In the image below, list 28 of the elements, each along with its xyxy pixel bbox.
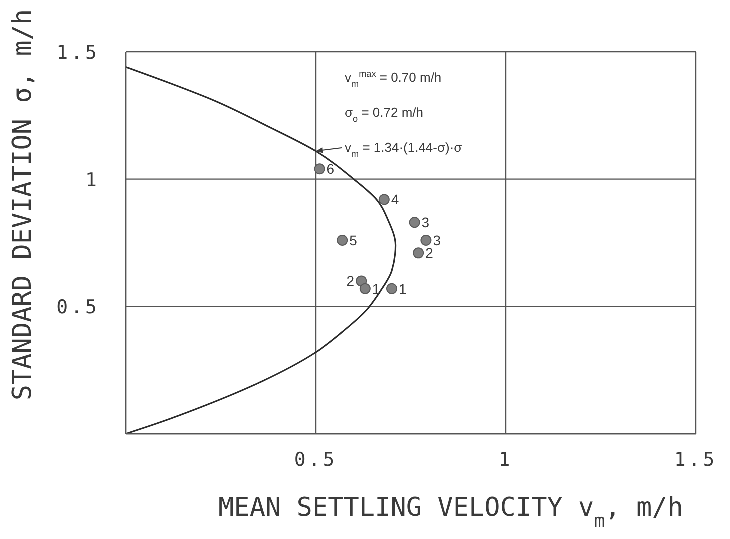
annotation: v$_{m}$$^{max}$ = 0.70 m/h <box>345 69 442 89</box>
y-axis-title: STANDARD DEVIATION σ, m/h <box>8 9 38 401</box>
annotation: 2 <box>426 245 434 262</box>
annotation: 6 <box>326 161 335 178</box>
point <box>360 283 371 294</box>
point <box>378 194 390 206</box>
annotation: σ$_{o}$ = 0.72 m/h <box>345 105 424 124</box>
annotation: 5 <box>350 232 358 248</box>
annotation: 3 <box>433 232 442 248</box>
annotation: 4 <box>391 192 400 208</box>
point <box>337 234 348 246</box>
x-axis-title: MEAN SETTLING VELOCITY v$_{m}$, m/h <box>218 493 684 532</box>
y-tick-label: 1 <box>86 169 100 192</box>
y-tick-label: 0.5 <box>56 296 100 319</box>
x-tick-label: 1.5 <box>674 449 718 471</box>
annotation: 1 <box>399 280 407 297</box>
annotation: 1 <box>372 280 380 297</box>
x-tick-label: 0.5 <box>294 449 338 471</box>
point <box>409 217 420 228</box>
point <box>314 164 326 175</box>
annotation: v$_{m}$ = 1.34·(1.44-σ)·σ <box>345 140 462 159</box>
y-tick-label: 1.5 <box>56 42 100 64</box>
annotation: 3 <box>422 214 430 231</box>
point <box>413 248 424 259</box>
x-tick-label: 1 <box>498 449 514 471</box>
annotation: 2 <box>346 273 355 290</box>
point <box>386 283 398 294</box>
point <box>420 234 432 246</box>
